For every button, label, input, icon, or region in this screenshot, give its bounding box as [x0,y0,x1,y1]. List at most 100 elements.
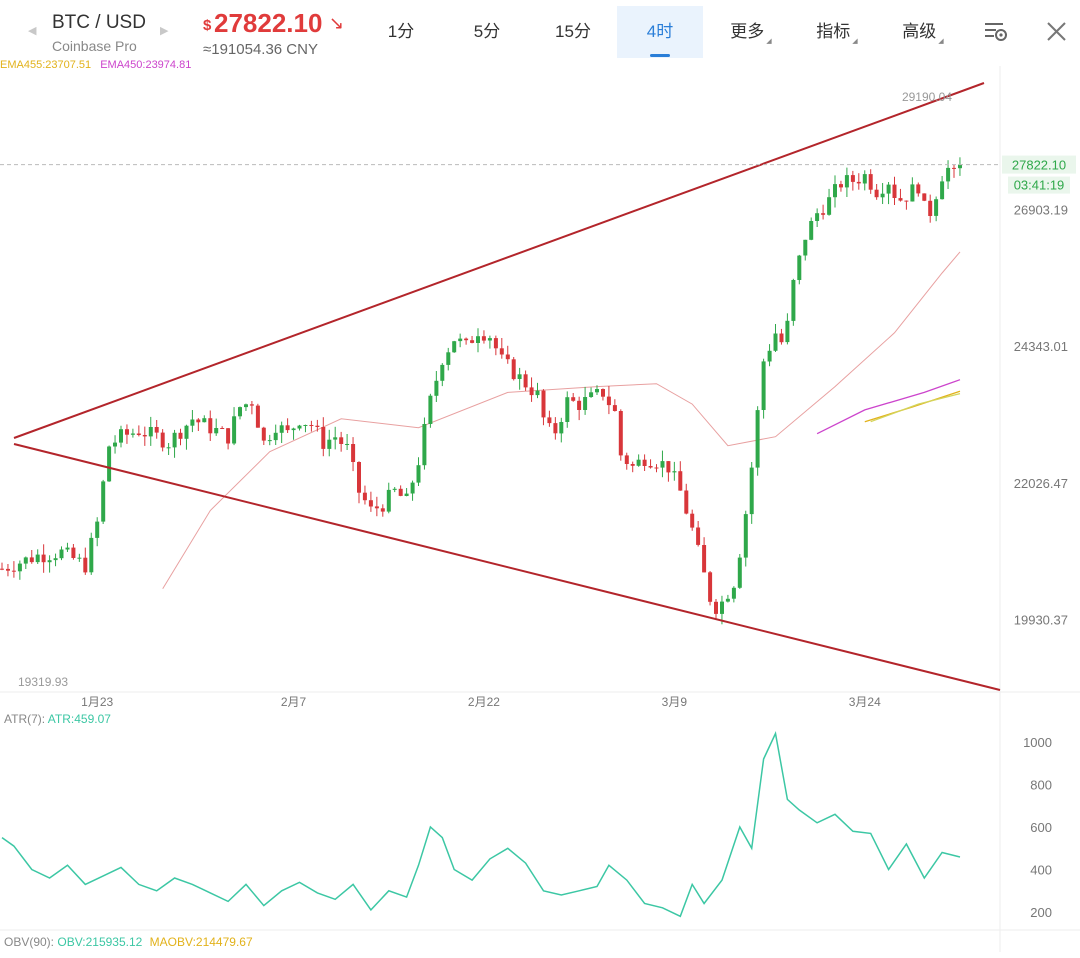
candle-body [214,428,219,434]
candle-body [53,558,58,561]
candle-body [952,167,956,169]
candle-body [178,432,183,439]
candle-body [755,410,760,468]
price-chart[interactable]: 27822.10 03:41:19 29190.04 19319.93 26903.19… [0,66,1080,952]
last-price-tag [1002,155,1076,174]
candle-body [35,554,40,563]
candle-body [606,396,611,406]
close-icon[interactable] [1044,19,1070,45]
atr-panel: 1000 800 600 400 200 [1,731,1052,920]
candle-body [862,174,867,184]
next-pair-icon[interactable]: ▶ [160,25,169,37]
candle-body [11,570,16,572]
candle-body [827,197,832,215]
chart-settings-icon[interactable] [983,19,1009,45]
candle-body [321,427,326,449]
candle-body [946,167,951,182]
tab-advanced[interactable]: 高级◢ [882,6,964,58]
candle-body [166,447,171,449]
candle-body [220,428,225,429]
tab-15min[interactable]: 15分 [555,22,591,41]
atr-legend: ATR(7): ATR:459.07 [4,712,111,726]
candle-body [928,200,933,216]
dropdown-corner-icon: ◢ [852,38,858,45]
candle-body [136,433,141,435]
candle-body [773,333,778,351]
candle-body [815,213,820,221]
candle-body [571,397,576,401]
candle-body [89,537,94,573]
candle-body [374,506,379,509]
lower-trendline[interactable] [13,443,1001,691]
candle-body [232,416,237,444]
price-axis-label: 26903.19 [1014,203,1068,218]
candle-body [565,397,570,422]
candle-body [523,374,528,388]
moving-average-line [162,251,961,589]
last-price: 27822.10 [214,8,323,38]
candle-body [809,221,814,240]
top-bar: ◀ BTC / USD Coinbase Pro ▶ $ 27822.10 ↘ … [0,0,1080,64]
candle-body [446,352,451,365]
candle-body [535,390,540,396]
candle-body [880,193,885,198]
price-axis-label: 22026.47 [1014,476,1068,491]
tab-4h[interactable]: 4时 [617,6,703,58]
upper-trendline[interactable] [13,82,985,439]
prev-pair-icon[interactable]: ◀ [28,25,37,37]
candle-body [922,193,927,201]
candle-body [559,422,564,434]
obv-value-label: OBV:215935.12 [57,935,143,949]
candle-body [767,350,772,362]
tab-5min[interactable]: 5分 [473,22,501,41]
candle-body [618,411,623,456]
pair-selector[interactable]: ◀ BTC / USD Coinbase Pro ▶ [28,12,178,56]
candle-body [184,425,189,439]
candle-body [493,338,498,349]
date-axis-label: 3月24 [849,695,881,709]
atr-axis-label: 600 [1030,820,1052,835]
tab-more[interactable]: 更多◢ [710,6,792,58]
candle-body [458,338,463,342]
candle-body [65,547,70,550]
candle-body [511,359,516,380]
candle-body [690,513,695,528]
candle-body [696,527,701,545]
candle-body [160,432,165,448]
tab-1min[interactable]: 1分 [387,22,415,41]
candle-body [416,465,421,483]
candle-body [452,341,457,353]
candle-body [749,467,754,515]
candle-body [434,380,439,396]
price-currency: $ [203,17,212,34]
candle-body [428,395,433,424]
dropdown-corner-icon: ◢ [938,38,944,45]
candle-body [702,545,707,573]
candle-body [785,320,790,343]
candle-body [589,392,594,397]
candle-body [648,466,653,468]
candle-body [357,462,361,493]
candle-body [351,444,356,462]
candle-body [720,601,724,614]
low-price-label: 19319.93 [18,675,68,689]
candle-body [844,175,849,188]
atr-indicator-label: ATR(7): [4,712,46,726]
ema-legend: EMA455:23707.51 EMA450:23974.81 [0,59,191,72]
candle-body [23,557,28,564]
candle-body [255,405,260,428]
price-axis-label: 19930.37 [1014,613,1068,628]
candle-body [142,435,147,437]
candle-body [541,390,546,418]
candle-body [630,464,635,466]
candle-body [59,549,64,559]
atr-axis-label: 200 [1030,905,1052,920]
candle-body [761,361,766,410]
candle-body [958,164,962,169]
moving-average-line [864,390,961,423]
candle-body [327,439,332,449]
candle-body [77,557,82,559]
tab-indicators[interactable]: 指标◢ [796,6,878,58]
candle-body [904,200,909,202]
